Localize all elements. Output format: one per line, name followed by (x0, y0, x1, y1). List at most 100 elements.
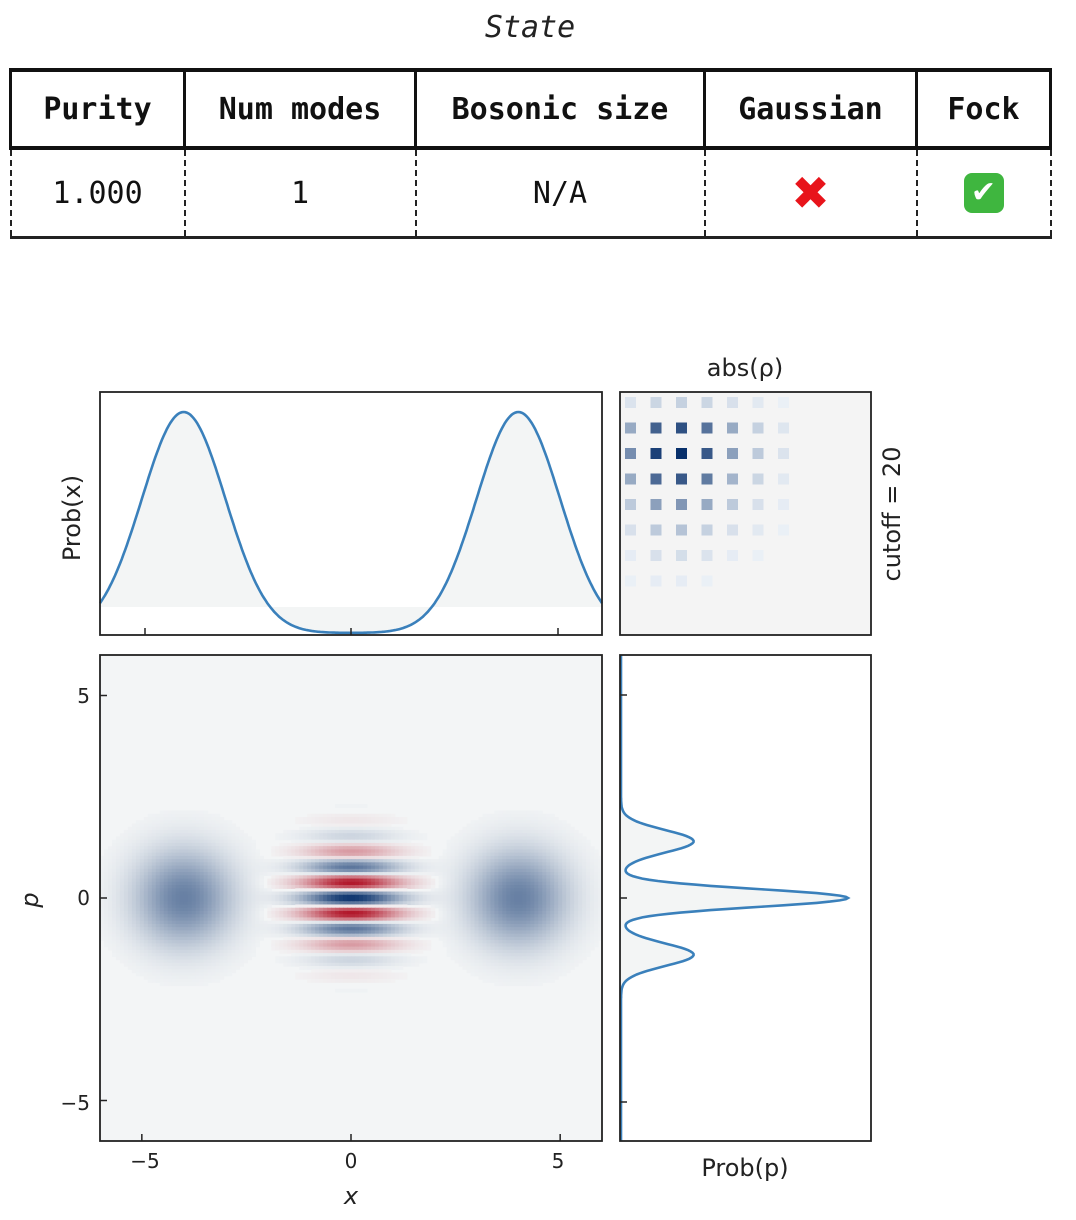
wigner-cell (223, 936, 229, 941)
wigner-cell (179, 917, 185, 922)
wigner-cell (167, 885, 173, 889)
wigner-cell (179, 910, 185, 915)
wigner-cell (390, 855, 396, 860)
wigner-cell (418, 907, 424, 912)
wigner-cell (510, 820, 515, 825)
wigner-cell (151, 898, 157, 902)
wigner-cell (151, 868, 157, 873)
bosonic-size-value: N/A (414, 148, 706, 239)
wigner-cell (570, 923, 575, 928)
wigner-cell (382, 881, 388, 886)
wigner-cell (323, 852, 328, 857)
wigner-cell (546, 875, 551, 880)
wigner-cell (327, 923, 332, 928)
wigner-cell (526, 901, 531, 906)
wigner-cell (362, 823, 368, 828)
wigner-cell (518, 823, 523, 828)
wigner-cell (458, 917, 464, 922)
wigner-cell (494, 839, 500, 844)
wigner-cell (231, 859, 237, 863)
wigner-cell (147, 901, 153, 906)
wigner-cell (151, 878, 157, 883)
wigner-cell (370, 813, 376, 818)
wigner-cell (331, 901, 336, 906)
wigner-cell (127, 920, 133, 925)
wigner-cell (402, 894, 408, 899)
wigner-cell (546, 923, 551, 928)
wigner-cell (239, 933, 245, 938)
wigner-cell (410, 846, 416, 850)
wigner-cell (486, 940, 492, 944)
wigner-cell (542, 875, 547, 880)
wigner-cell (339, 946, 344, 951)
wigner-cell (518, 898, 523, 902)
wigner-cell (207, 936, 213, 941)
wigner-cell (594, 920, 599, 925)
wigner-cell (219, 842, 225, 847)
wigner-cell (319, 846, 324, 850)
wigner-cell (402, 865, 408, 870)
wigner-cell (287, 855, 292, 860)
wigner-cell (562, 865, 567, 870)
wigner-cell (398, 881, 404, 886)
wigner-cell (554, 855, 559, 860)
wigner-cell (131, 927, 137, 931)
wigner-cell (227, 943, 233, 948)
wigner-cell (315, 826, 320, 831)
wigner-cell (598, 872, 602, 876)
wigner-cell (498, 904, 503, 909)
wigner-cell (430, 859, 436, 863)
wigner-cell (139, 904, 145, 909)
wigner-cell (402, 833, 408, 838)
wigner-cell (566, 891, 571, 896)
density-matrix-cell (701, 499, 713, 510)
wigner-cell (251, 868, 256, 873)
wigner-cell (151, 852, 157, 857)
wigner-cell (570, 878, 575, 883)
wigner-cell (454, 872, 460, 876)
wigner-cell (390, 836, 396, 841)
wigner-cell (538, 826, 543, 831)
wigner-cell (354, 829, 360, 834)
wigner-cell (103, 894, 109, 899)
wigner-cell (498, 927, 503, 931)
wigner-cell (402, 901, 408, 906)
wigner-cell (386, 904, 392, 909)
wigner-cell (275, 910, 280, 915)
wigner-cell (454, 923, 460, 928)
wigner-cell (534, 839, 539, 844)
wigner-cell (319, 927, 324, 931)
wigner-cell (390, 813, 396, 818)
wigner-cell (267, 868, 272, 873)
wigner-cell (175, 917, 181, 922)
wigner-cell (339, 829, 344, 834)
wigner-cell (390, 878, 396, 883)
wigner-cell (374, 891, 380, 896)
wigner-cell (366, 852, 372, 857)
wigner-cell (275, 907, 280, 912)
wigner-cell (131, 842, 137, 847)
wigner-cell (263, 894, 268, 899)
wigner-cell (462, 940, 468, 944)
wigner-cell (398, 923, 404, 928)
wigner-cell (127, 936, 133, 941)
wigner-cell (211, 852, 217, 857)
wigner-cell (335, 933, 340, 938)
wigner-cell (550, 901, 555, 906)
wigner-cell (470, 862, 476, 867)
wigner-cell (542, 817, 547, 821)
wigner-cell (550, 842, 555, 847)
wigner-cell (171, 813, 177, 818)
wigner-cell (151, 849, 157, 854)
wigner-cell (470, 907, 476, 912)
wigner-cell (414, 898, 420, 902)
wigner-cell (450, 846, 456, 850)
wigner-cell (566, 872, 571, 876)
wigner-cell (315, 875, 320, 880)
wigner-cell (171, 910, 177, 915)
wigner-cell (271, 891, 276, 896)
wigner-cell (570, 894, 575, 899)
wigner-cell (438, 910, 444, 915)
wigner-cell (151, 842, 157, 847)
wigner-cell (183, 878, 189, 883)
